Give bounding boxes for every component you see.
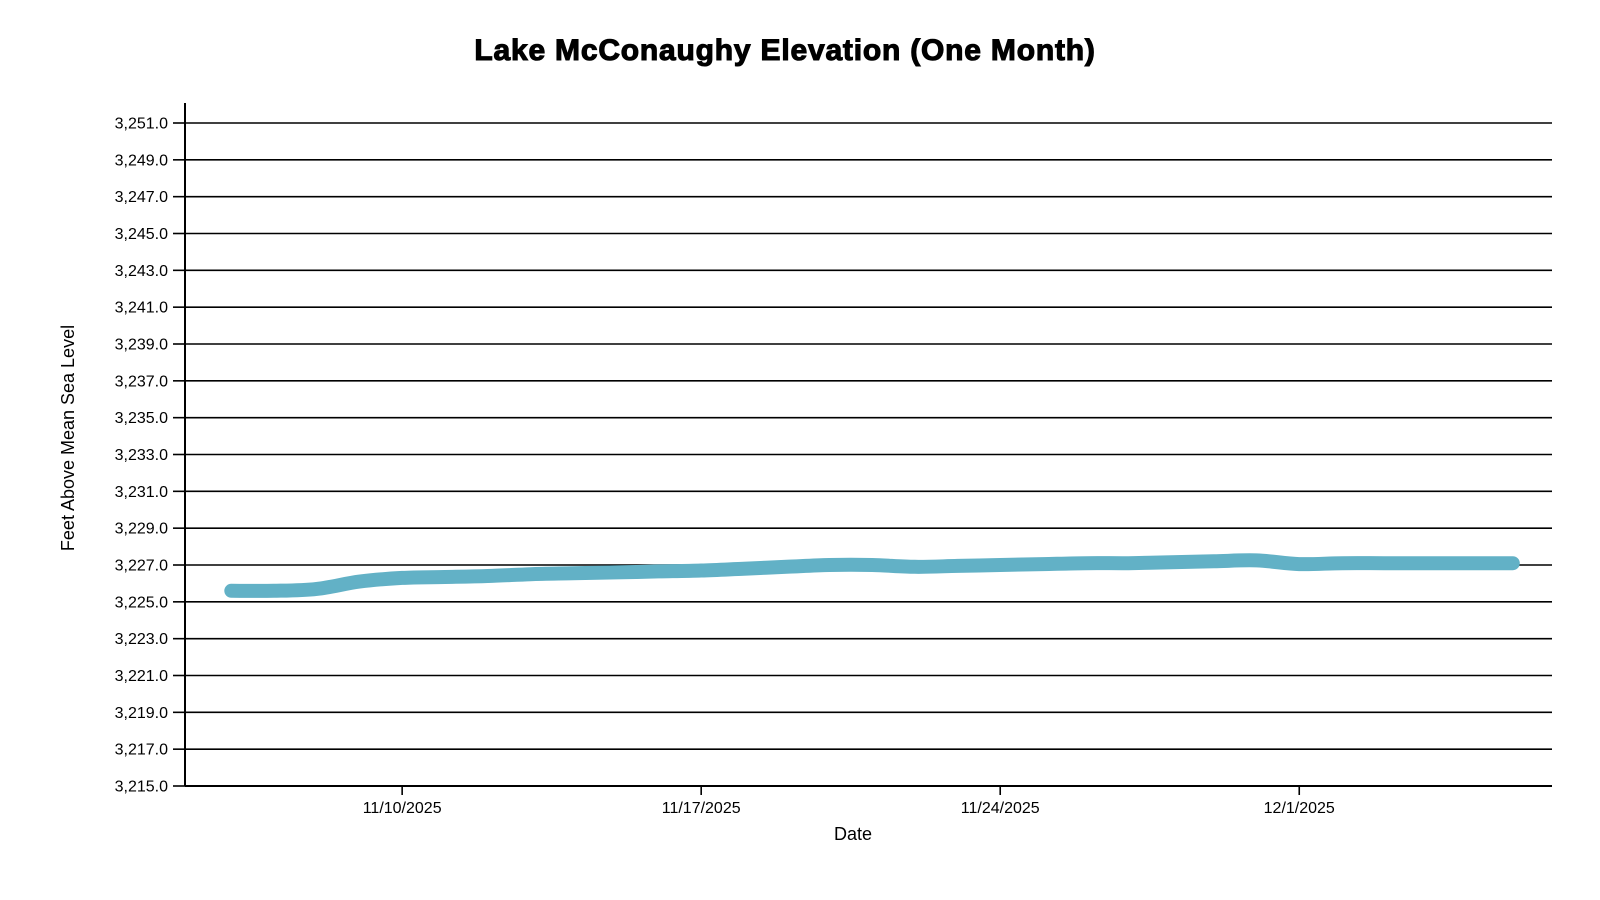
y-tick-label: 3,231.0 [115,484,168,501]
elevation-series-line [224,553,1520,598]
y-tick-label: 3,251.0 [115,116,168,133]
y-tick-label: 3,233.0 [115,447,168,464]
y-tick-label: 3,249.0 [115,152,168,169]
x-tick-label: 11/10/2025 [363,800,442,817]
y-tick-label: 3,247.0 [115,189,168,206]
y-tick-label: 3,219.0 [115,705,168,722]
y-tick-label: 3,245.0 [115,226,168,243]
y-tick-label: 3,241.0 [115,300,168,317]
y-tick-label: 3,225.0 [115,594,168,611]
x-axis-ticks: 11/10/2025 11/17/2025 11/24/2025 12/1/2025 [363,786,1335,817]
y-axis-title: Feet Above Mean Sea Level [58,325,78,551]
y-tick-label: 3,217.0 [115,742,168,759]
y-tick-label: 3,223.0 [115,631,168,648]
y-tick-label: 3,235.0 [115,410,168,427]
x-tick-label: 11/17/2025 [662,800,741,817]
y-tick-label: 3,237.0 [115,373,168,390]
y-tick-label: 3,221.0 [115,668,168,685]
y-tick-label: 3,243.0 [115,263,168,280]
x-tick-label: 11/24/2025 [961,800,1040,817]
x-axis-title: Date [834,824,872,844]
y-tick-label: 3,239.0 [115,337,168,354]
y-gridlines [185,122,1552,787]
x-tick-label: 12/1/2025 [1264,800,1335,817]
y-tick-label: 3,215.0 [115,779,168,796]
chart-title: Lake McConaughy Elevation (One Month) [474,34,1095,67]
y-tick-label: 3,229.0 [115,521,168,538]
y-axis-ticks: 3,215.0 3,217.0 3,219.0 3,221.0 3,223.0 3,225… [115,116,185,796]
y-tick-label: 3,227.0 [115,558,168,575]
